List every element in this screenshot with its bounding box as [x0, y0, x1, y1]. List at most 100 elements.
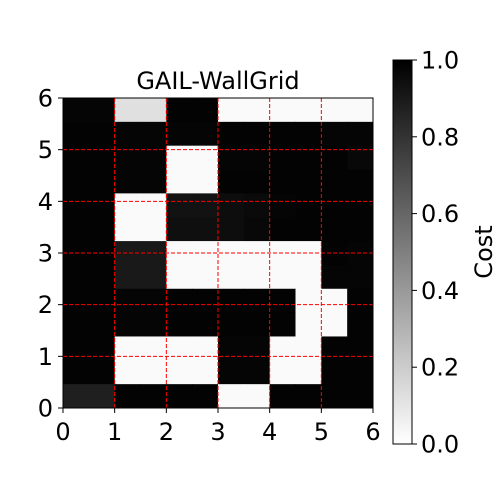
heatmap-cell	[321, 384, 348, 409]
heatmap-cell	[243, 312, 271, 337]
y-tick-label: 3	[38, 240, 53, 268]
heatmap-cell	[347, 336, 374, 361]
heatmap-cell	[192, 193, 219, 218]
heatmap-cell	[192, 169, 219, 194]
heatmap-cell	[269, 169, 296, 194]
heatmap-cell	[166, 264, 193, 290]
y-axis-ticks: 0 1 2 3 4 5 6	[38, 85, 63, 423]
x-tick-label: 0	[55, 418, 70, 446]
heatmap-cell	[321, 121, 348, 147]
heatmap-cell	[140, 98, 167, 123]
heatmap-cell	[192, 217, 219, 242]
heatmap-cell	[295, 360, 322, 385]
heatmap-cell	[88, 264, 116, 290]
heatmap-cell	[88, 384, 116, 409]
heatmap-cell	[347, 360, 374, 385]
heatmap-cell	[166, 193, 193, 218]
heatmap-cell	[192, 288, 219, 314]
x-tick-label: 5	[314, 418, 329, 446]
heatmap-cell	[243, 336, 271, 361]
x-tick-label: 2	[159, 418, 174, 446]
heatmap-cell	[347, 312, 374, 337]
heatmap-cell	[347, 264, 374, 290]
heatmap-cell	[295, 169, 322, 194]
heatmap-cell	[88, 169, 116, 194]
heatmap-cell	[88, 121, 116, 147]
colorbar-label: Cost	[470, 225, 498, 278]
heatmap-cell	[218, 384, 245, 409]
y-tick-label: 6	[38, 85, 53, 113]
heatmap-cell	[243, 193, 271, 218]
heatmap-cell	[347, 193, 374, 218]
heatmap-cell	[295, 121, 322, 147]
x-tick-label: 4	[262, 418, 277, 446]
heatmap-cell	[63, 336, 90, 361]
heatmap-cell	[243, 384, 271, 409]
heatmap-cell	[63, 169, 90, 194]
heatmap-cell	[114, 169, 141, 194]
heatmap-cell	[88, 98, 116, 123]
heatmap-cell	[269, 384, 296, 409]
colorbar-tick-label: 0.2	[421, 354, 459, 382]
heatmap-cell	[321, 217, 348, 242]
y-tick-label: 5	[38, 136, 53, 164]
heatmap-cell	[218, 217, 245, 242]
heatmap-cell	[347, 288, 374, 314]
heatmap-cell	[166, 169, 193, 194]
heatmap-cell	[140, 384, 167, 409]
heatmap-cell	[88, 217, 116, 242]
heatmap-cell	[295, 193, 322, 218]
heatmap-cell	[295, 312, 322, 337]
heatmap-cell	[192, 121, 219, 147]
heatmap-cell	[114, 217, 141, 242]
heatmap-cell	[63, 121, 90, 147]
heatmap-cell	[166, 288, 193, 314]
heatmap-cell	[114, 121, 141, 147]
heatmap-cell	[114, 360, 141, 385]
x-tick-label: 1	[107, 418, 122, 446]
heatmap-cell	[114, 312, 141, 337]
heatmap-cell	[321, 360, 348, 385]
heatmap-cell	[140, 360, 167, 385]
heatmap-cell	[166, 336, 193, 361]
heatmap-cell	[269, 264, 296, 290]
colorbar-tick-label: 0.8	[421, 123, 459, 151]
heatmap-cell	[63, 98, 90, 123]
heatmap-cell	[166, 360, 193, 385]
colorbar-ticks: 0.0 0.2 0.4 0.6 0.8 1.0	[412, 47, 459, 459]
heatmap-cell	[218, 360, 245, 385]
heatmap-cell	[192, 360, 219, 385]
heatmap-cell	[295, 264, 322, 290]
heatmap-cell	[218, 169, 245, 194]
heatmap-cell	[140, 193, 167, 218]
heatmap-cell	[63, 217, 90, 242]
heatmap-cell	[347, 169, 374, 194]
colorbar-tick-label: 0.4	[421, 277, 459, 305]
heatmap-cell	[269, 360, 296, 385]
heatmap-cell	[88, 288, 116, 314]
heatmap-cell	[269, 193, 296, 218]
heatmap-cell	[140, 217, 167, 242]
heatmap-cell	[218, 312, 245, 337]
heatmap-cell	[166, 312, 193, 337]
heatmap-cell	[243, 98, 271, 123]
heatmap-cell	[88, 193, 116, 218]
heatmap-cell	[269, 288, 296, 314]
heatmap-cell	[114, 336, 141, 361]
heatmap-cell	[321, 336, 348, 361]
heatmap-cell	[243, 264, 271, 290]
heatmap-cell	[218, 98, 245, 123]
heatmap-cell	[114, 98, 141, 123]
heatmap-cell	[88, 336, 116, 361]
colorbar-tick-label: 1.0	[421, 47, 459, 75]
heatmap-cell	[243, 360, 271, 385]
heatmap-cell	[63, 264, 90, 290]
heatmap-cell	[295, 217, 322, 242]
heatmap-cell	[295, 336, 322, 361]
y-tick-label: 4	[38, 188, 53, 216]
heatmap-cell	[140, 264, 167, 290]
heatmap-cell	[321, 288, 348, 314]
heatmap-cell	[63, 360, 90, 385]
heatmap-cell	[140, 288, 167, 314]
